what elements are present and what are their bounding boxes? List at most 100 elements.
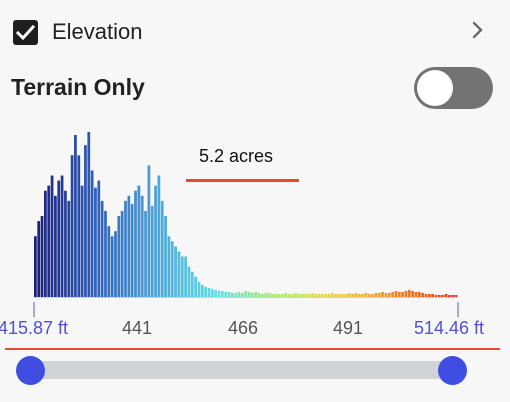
chevron-right-icon[interactable] — [466, 18, 490, 42]
histogram-bar — [357, 293, 361, 297]
histogram-bar — [374, 292, 378, 297]
histogram-bar — [347, 292, 351, 297]
histogram-bar — [314, 293, 318, 297]
histogram-bar — [391, 291, 394, 297]
histogram-bar — [200, 284, 204, 297]
terrain-only-toggle[interactable] — [414, 67, 493, 109]
histogram-bar — [214, 289, 218, 297]
histogram-bar — [297, 293, 301, 297]
histogram-bar — [277, 293, 281, 297]
range-min-label: 415.87 ft — [0, 318, 69, 338]
histogram-bar — [404, 290, 408, 297]
elevation-range-slider-track[interactable] — [30, 361, 452, 379]
histogram-bar — [327, 293, 331, 297]
histogram-bar — [167, 236, 171, 297]
histogram-bar — [307, 293, 311, 297]
histogram-bar — [361, 293, 364, 297]
histogram-bar — [341, 293, 344, 297]
histogram-bar — [454, 294, 458, 297]
tick-label-491: 491 — [333, 318, 364, 338]
range-max-label: 514.46 ft — [414, 318, 485, 338]
histogram-bar — [114, 231, 117, 297]
histogram-bar — [84, 145, 87, 297]
elevation-layer-row[interactable]: Elevation — [0, 12, 510, 52]
histogram-bar — [427, 293, 431, 297]
histogram-bar — [267, 292, 271, 297]
histogram-bar — [177, 251, 181, 297]
histogram-bar — [264, 292, 268, 297]
histogram-bar — [294, 292, 298, 297]
histogram-bar — [147, 165, 151, 297]
histogram-bar — [120, 210, 124, 297]
histogram-bar — [287, 293, 291, 297]
histogram-bar — [257, 292, 261, 297]
histogram-bar — [57, 180, 61, 297]
histogram-bar — [107, 226, 111, 297]
histogram-bar — [100, 200, 104, 297]
histogram-bar — [227, 291, 231, 297]
area-underline — [186, 179, 299, 182]
histogram-bar — [44, 190, 47, 297]
histogram-bar — [244, 290, 248, 297]
histogram-bar — [291, 293, 294, 297]
histogram-bar — [77, 155, 81, 297]
histogram-bar — [220, 290, 224, 297]
tick-label-466: 466 — [228, 318, 259, 338]
histogram-bar — [407, 289, 411, 297]
histogram-bar — [157, 175, 161, 297]
histogram-bar — [110, 236, 114, 297]
histogram-bar — [387, 292, 391, 297]
histogram-bar — [217, 290, 221, 297]
histogram-bar — [437, 294, 441, 297]
histogram-bar — [40, 216, 44, 297]
histogram-bar — [384, 292, 388, 297]
histogram-bar — [434, 294, 438, 297]
histogram-bar — [301, 293, 304, 297]
histogram-bar — [247, 291, 251, 297]
histogram-bar — [97, 180, 101, 297]
histogram-bar — [104, 210, 107, 297]
histogram-bar — [240, 292, 244, 297]
histogram-bar — [367, 293, 371, 297]
histogram-bar — [334, 293, 338, 297]
histogram-bar — [337, 293, 341, 297]
tick-label-441: 441 — [122, 318, 153, 338]
toggle-knob — [417, 70, 453, 106]
histogram-bar — [444, 293, 448, 297]
histogram-bar — [237, 291, 241, 297]
histogram-bar — [451, 294, 455, 297]
histogram-bar — [304, 293, 308, 297]
histogram-bar — [80, 185, 84, 297]
elevation-histogram — [33, 132, 459, 317]
histogram-bar — [281, 293, 284, 297]
histogram-bar — [254, 291, 258, 297]
histogram-bar — [364, 292, 368, 297]
histogram-bar — [381, 291, 384, 297]
elevation-label: Elevation — [52, 19, 143, 44]
histogram-bar — [354, 292, 358, 297]
histogram-bar — [230, 292, 234, 297]
histogram-bar — [180, 256, 184, 297]
histogram-bar — [447, 294, 451, 297]
histogram-bar — [431, 293, 435, 297]
histogram-bar — [87, 132, 91, 297]
histogram-bar — [394, 290, 398, 297]
histogram-bar — [424, 293, 428, 297]
histogram-bar — [261, 293, 264, 297]
histogram-bar — [154, 185, 157, 297]
histogram-bar — [411, 290, 414, 297]
check-icon — [15, 24, 36, 41]
range-slider-high-handle[interactable] — [437, 356, 467, 385]
histogram-bar — [187, 266, 191, 297]
histogram-bar — [130, 203, 134, 297]
histogram-bar — [174, 246, 177, 297]
histogram-bar — [197, 281, 201, 297]
range-slider-low-handle[interactable] — [15, 356, 45, 385]
histogram-bar — [150, 205, 154, 297]
histogram-bar — [284, 292, 288, 297]
histogram-bar — [210, 288, 214, 297]
histogram-bar — [317, 293, 321, 297]
elevation-checkbox[interactable] — [13, 20, 38, 45]
histogram-bar — [224, 291, 228, 297]
range-underline — [5, 348, 500, 350]
